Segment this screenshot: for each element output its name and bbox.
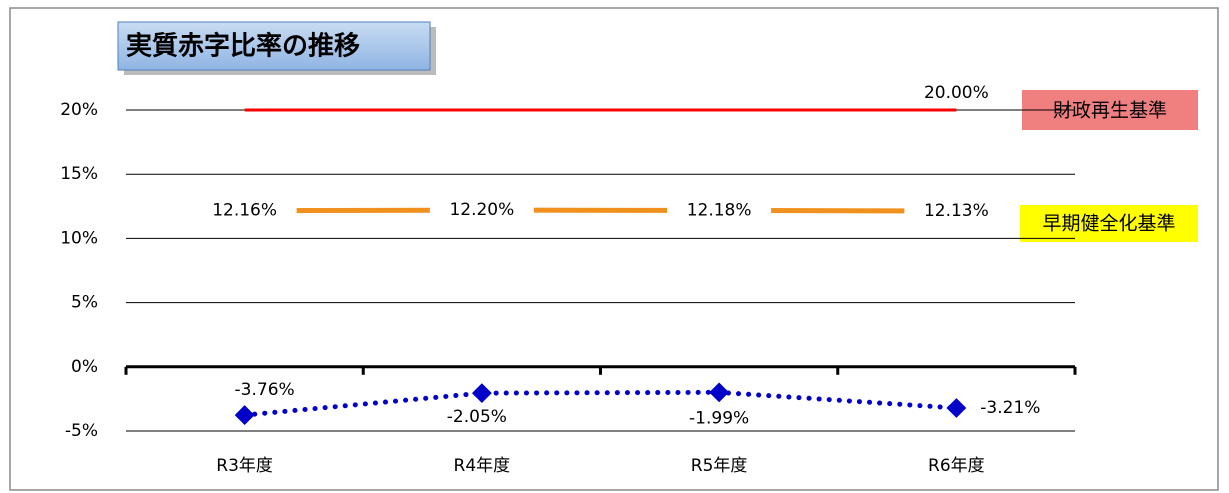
x-tick-label: R5年度 — [691, 456, 748, 476]
data-label: 12.18% — [687, 200, 752, 220]
data-label: 12.13% — [924, 201, 989, 221]
data-label: 12.16% — [212, 201, 277, 221]
x-tick-label: R3年度 — [216, 456, 273, 476]
x-tick-label: R4年度 — [454, 456, 511, 476]
data-label: 20.00% — [924, 83, 989, 103]
y-tick-label: 5% — [71, 293, 98, 313]
y-tick-label: 20% — [60, 100, 98, 120]
legend-label: 財政再生基準 — [1053, 100, 1167, 122]
data-point — [709, 382, 730, 403]
y-tick-label: 0% — [71, 357, 98, 377]
data-label: -3.21% — [980, 398, 1040, 418]
data-label: 12.20% — [449, 200, 514, 220]
legend-label: 早期健全化基準 — [1042, 213, 1175, 235]
series-line — [244, 207, 957, 214]
label-bg — [667, 196, 772, 225]
title-box — [117, 21, 431, 71]
data-label: -2.05% — [447, 407, 507, 427]
frame — [9, 7, 1219, 491]
y-tick-label: -5% — [65, 421, 98, 441]
x-tick-label: R6年度 — [928, 456, 985, 476]
y-tick-label: 15% — [60, 164, 98, 184]
label-bg — [429, 196, 534, 225]
data-point — [471, 383, 492, 404]
y-tick-label: 10% — [60, 228, 98, 248]
legend-box — [1020, 205, 1198, 242]
chart-title: 実質赤字比率の推移 — [126, 31, 360, 62]
label-bg — [192, 196, 297, 225]
data-point — [234, 405, 255, 425]
data-label: -3.76% — [235, 380, 295, 400]
series-line — [242, 389, 959, 418]
label-bg — [904, 197, 1009, 226]
data-point — [946, 398, 967, 418]
data-label: -1.99% — [689, 408, 749, 428]
